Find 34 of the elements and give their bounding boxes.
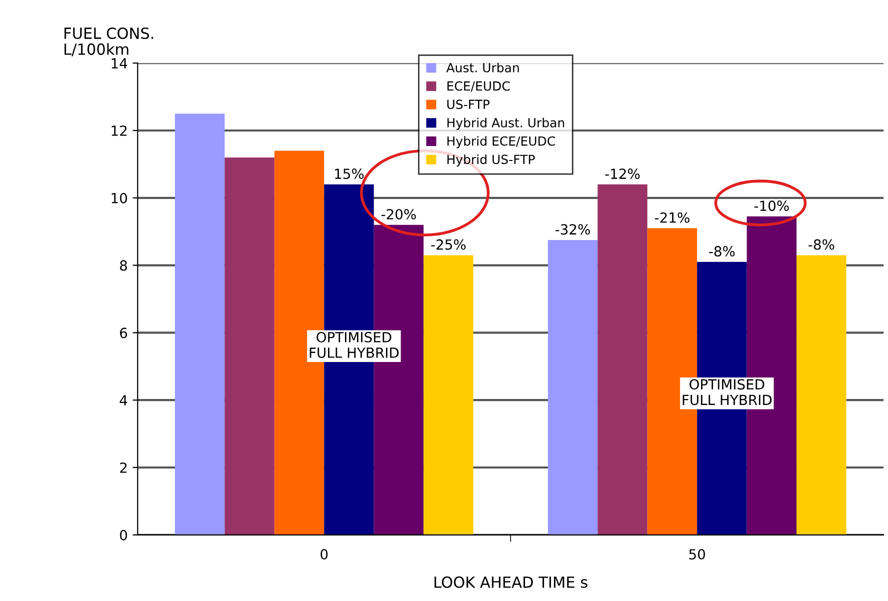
annotation: -25% (431, 239, 466, 250)
annotation: -8% (709, 246, 735, 257)
bar (224, 157, 274, 535)
y-tick-label: 10 (112, 192, 127, 204)
annotation: -8% (808, 239, 834, 250)
y-tick-label: 0 (120, 530, 127, 540)
bar (598, 184, 648, 535)
legend-label: Aust. Urban (446, 62, 519, 72)
bar (174, 114, 225, 535)
annotation: OPTIMISED FULL HYBRID (310, 332, 399, 358)
legend-label: US-FTP (447, 100, 490, 110)
legend-label: Hybrid ECE/EUDC (447, 136, 555, 148)
bar (548, 240, 598, 535)
legend-label: Hybrid Aust. Urban (447, 118, 564, 130)
legend-label: Hybrid US-FTP (447, 154, 535, 167)
annotation: -21% (654, 212, 690, 223)
annotation: -20% (381, 208, 416, 220)
annotation: OPTIMISED FULL HYBRID (682, 379, 772, 406)
x-tick-label: 50 (689, 549, 705, 560)
y-tick-label: 12 (112, 125, 127, 136)
y-tick-label: 6 (120, 328, 128, 338)
annotation: -12% (605, 168, 640, 180)
bar (796, 255, 846, 535)
x-axis-title: LOOK AHEAD TIME s (434, 576, 588, 588)
legend-label: ECE/EUDC (447, 81, 510, 92)
y-tick-label: 14 (112, 58, 128, 68)
y-tick-label: 8 (120, 260, 127, 271)
annotation: 15% (335, 168, 364, 180)
y-axis-title: FUEL CONS. L/100km (64, 27, 154, 56)
y-tick-label: 2 (120, 462, 127, 473)
bar (424, 255, 474, 535)
annotation: -32% (556, 224, 590, 235)
y-tick-label: 4 (120, 395, 128, 406)
annotation: -10% (754, 200, 789, 212)
